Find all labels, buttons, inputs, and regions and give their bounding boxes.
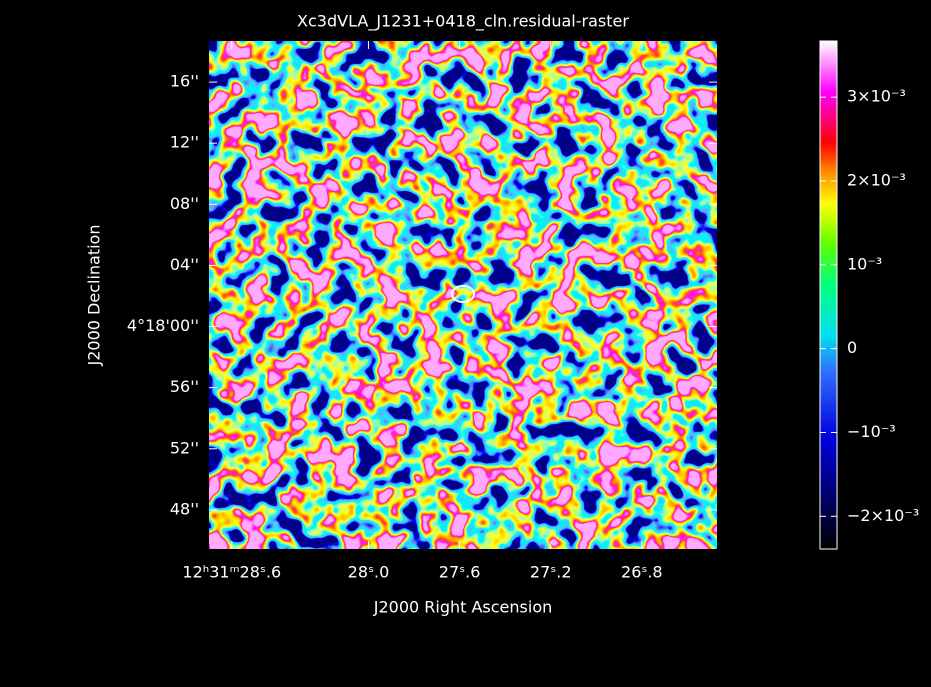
x-tick-label: 28ˢ.0 [348, 563, 390, 582]
x-tick-label: 27ˢ.6 [439, 563, 481, 582]
colorbar-tick-label: 10⁻³ [847, 254, 882, 273]
y-tick-label: 4°18'00'' [127, 316, 199, 335]
colorbar-tick-label: −10⁻³ [847, 422, 896, 441]
colorbar-tick-label: 0 [847, 338, 857, 357]
x-tick-label: 27ˢ.2 [530, 563, 572, 582]
y-tick-label: 04'' [170, 255, 199, 274]
y-tick-label: 16'' [170, 72, 199, 91]
chart-title: Xc3dVLA_J1231+0418_cln.residual-raster [297, 12, 629, 32]
x-axis-label: J2000 Right Ascension [373, 598, 553, 617]
colorbar-tick-label: 3×10⁻³ [847, 87, 906, 106]
y-tick-label: 48'' [170, 499, 199, 518]
colorbar-tick-label: −2×10⁻³ [847, 506, 919, 525]
y-tick-label: 12'' [170, 133, 199, 152]
contour [451, 285, 475, 303]
y-tick-label: 08'' [170, 194, 199, 213]
y-tick-label: 52'' [170, 438, 199, 457]
colorbar [819, 40, 838, 550]
y-axis-label: J2000 Declination [85, 225, 104, 367]
colorbar-tick-label: 2×10⁻³ [847, 170, 906, 189]
x-tick-label: 12ʰ31ᵐ28ˢ.6 [182, 563, 281, 582]
y-tick-label: 56'' [170, 377, 199, 396]
raster-image [209, 41, 717, 549]
x-tick-label: 26ˢ.8 [621, 563, 663, 582]
